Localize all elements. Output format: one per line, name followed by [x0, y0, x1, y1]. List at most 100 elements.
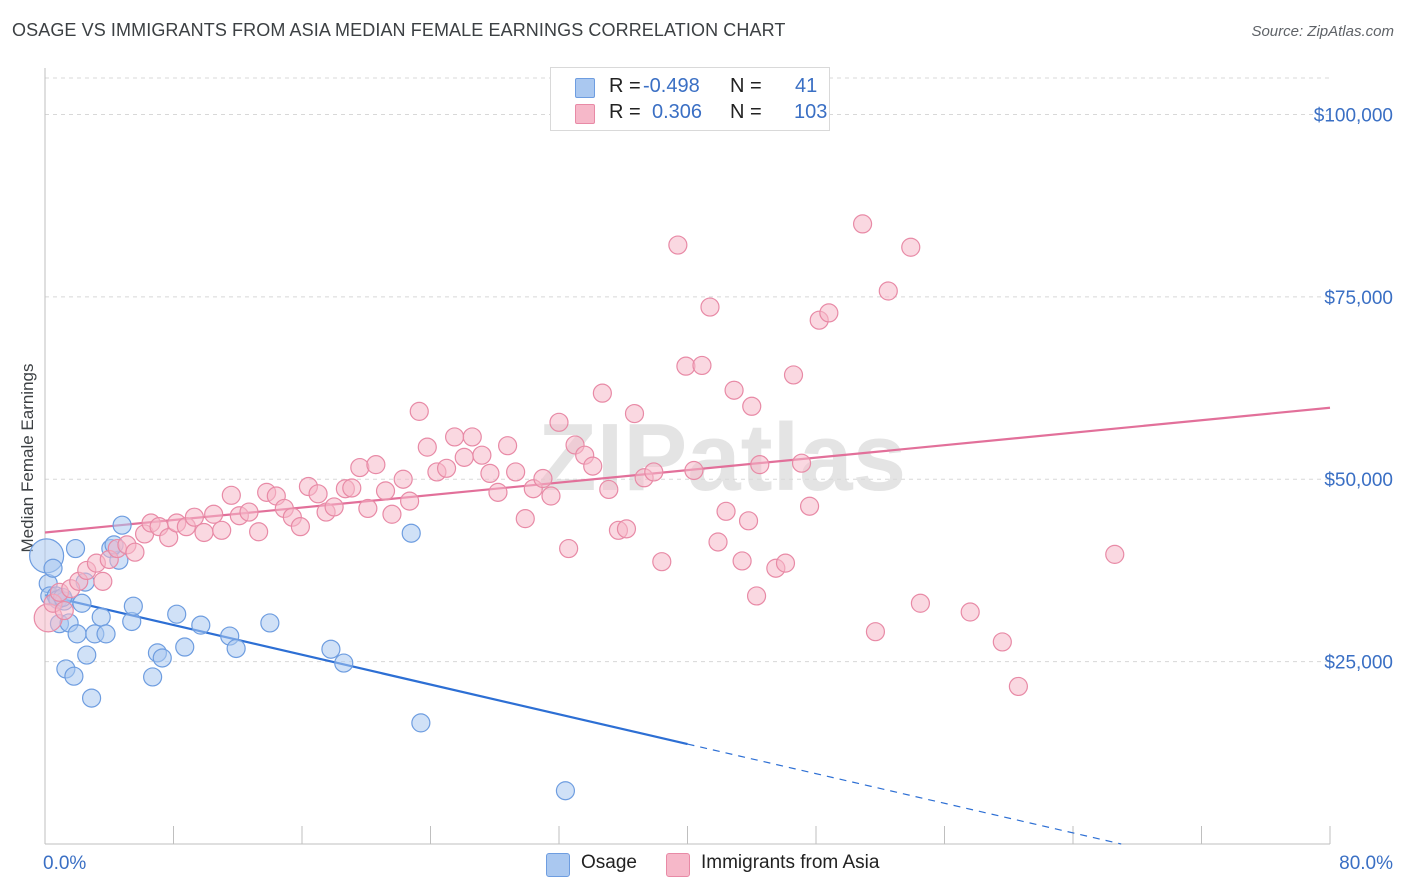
osage-point	[260, 613, 280, 633]
asia-point	[366, 455, 386, 475]
asia-point	[716, 501, 736, 521]
osage-point	[175, 637, 195, 657]
asia-point	[668, 235, 688, 255]
chart-title: OSAGE VS IMMIGRANTS FROM ASIA MEDIAN FEM…	[12, 20, 786, 40]
asia-point	[382, 504, 402, 524]
asia-point	[375, 481, 396, 501]
legend-label-osage: Osage	[581, 852, 637, 873]
osage-point	[152, 648, 172, 668]
asia-point	[308, 484, 328, 504]
asia-point	[249, 522, 269, 542]
y-tick-label: $25,000	[1324, 653, 1393, 674]
asia-point	[454, 447, 474, 467]
osage-point	[555, 781, 576, 801]
osage-point	[112, 515, 132, 535]
osage-point	[72, 593, 92, 613]
asia-point	[506, 462, 526, 482]
asia-point	[799, 496, 820, 516]
asia-point	[746, 586, 767, 606]
osage-point	[411, 713, 431, 733]
asia-point	[350, 457, 370, 478]
y-tick-label: $75,000	[1324, 288, 1393, 309]
asia-point	[444, 427, 465, 447]
asia-point	[742, 396, 762, 416]
asia-point	[732, 551, 752, 571]
asia-point	[549, 412, 569, 432]
legend-swatch-asia	[666, 853, 690, 877]
legend-r-value: -0.498	[643, 75, 700, 97]
asia-point	[910, 593, 931, 613]
asia-point	[417, 437, 437, 457]
asia-point	[239, 502, 259, 522]
asia-point	[212, 520, 232, 540]
asia-point	[708, 532, 728, 552]
x-tick-label: 0.0%	[43, 853, 86, 874]
asia-point	[592, 383, 612, 403]
legend-n-label: N =	[730, 75, 762, 97]
asia-point	[194, 522, 214, 543]
legend-n-value: 103	[794, 101, 828, 123]
asia-point	[700, 297, 720, 317]
asia-point	[533, 468, 553, 489]
osage-point	[96, 624, 116, 644]
legend-label-asia: Immigrants from Asia	[701, 852, 880, 873]
osage-point	[77, 645, 97, 665]
osage-trend-extension	[687, 743, 1122, 845]
asia-point	[644, 462, 664, 482]
source-label: Source: ZipAtlas.com	[1251, 23, 1394, 40]
osage-point	[81, 688, 102, 708]
asia-point	[462, 427, 482, 447]
osage-point	[67, 624, 87, 644]
asia-point	[724, 380, 744, 400]
x-tick-label: 80.0%	[1339, 853, 1393, 874]
osage-point	[123, 596, 143, 616]
asia-point	[865, 622, 886, 642]
asia-point	[583, 456, 603, 476]
asia-point	[221, 485, 241, 505]
asia-point	[676, 356, 696, 376]
asia-point	[93, 571, 113, 591]
osage-point	[334, 653, 354, 673]
asia-point	[684, 460, 704, 481]
asia-point	[125, 542, 145, 562]
legend-n-value: 41	[795, 75, 818, 97]
asia-point	[738, 511, 759, 531]
asia-point	[400, 491, 420, 511]
asia-point	[541, 486, 561, 506]
asia-point	[342, 478, 362, 498]
osage-point	[65, 538, 86, 559]
asia-point	[204, 504, 224, 524]
asia-point	[498, 436, 518, 456]
asia-point	[992, 632, 1012, 652]
y-tick-label: $100,000	[1314, 105, 1393, 126]
asia-point	[54, 600, 74, 621]
osage-point	[226, 638, 246, 659]
legend-swatch-asia	[575, 104, 595, 124]
asia-point	[652, 552, 672, 572]
osage-point	[143, 667, 163, 687]
asia-point	[878, 281, 898, 301]
asia-point	[616, 519, 637, 539]
asia-point	[624, 403, 645, 424]
osage-point	[91, 607, 111, 627]
asia-point	[324, 497, 344, 517]
y-tick-label: $50,000	[1324, 470, 1393, 491]
asia-point	[599, 479, 619, 500]
asia-point	[159, 527, 179, 548]
asia-point	[488, 482, 508, 502]
asia-point	[750, 455, 770, 475]
asia-point	[1105, 544, 1125, 564]
asia-point	[436, 458, 457, 478]
osage-point	[64, 666, 84, 686]
asia-point	[409, 401, 429, 421]
asia-point	[184, 507, 204, 527]
osage-trend-line	[44, 594, 688, 746]
asia-point	[480, 463, 500, 484]
watermark: ZIPatlas	[538, 404, 906, 511]
asia-point	[783, 365, 804, 385]
asia-point	[791, 453, 812, 473]
asia-point	[290, 517, 310, 537]
legend-r-value: 0.306	[652, 101, 703, 123]
osage-point	[321, 639, 341, 659]
asia-point	[775, 553, 796, 573]
